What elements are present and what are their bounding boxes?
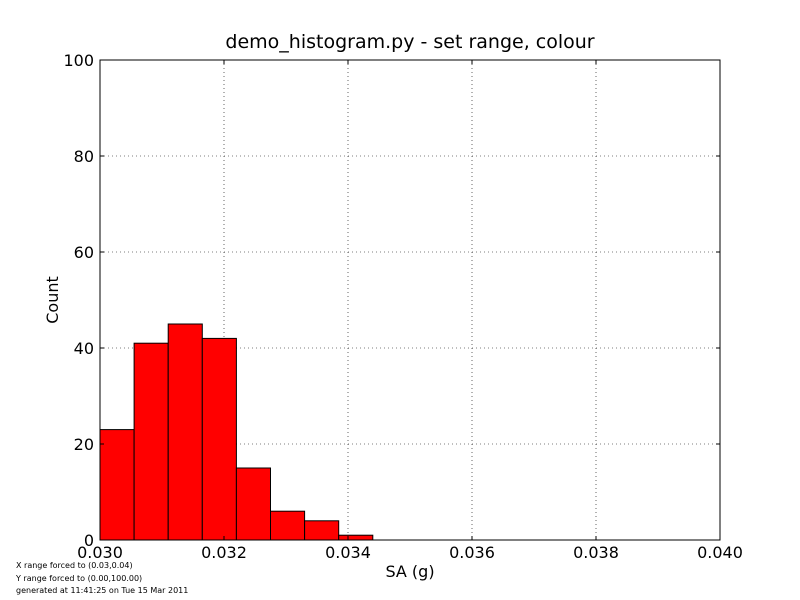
y-tick-label: 80 [74, 147, 94, 166]
histogram-bar [133, 342, 169, 541]
histogram-bar [235, 467, 271, 541]
y-tick-label: 60 [74, 243, 94, 262]
generated-note: generated at 11:41:25 on Tue 15 Mar 2011 [16, 586, 189, 595]
histogram-bar [270, 510, 306, 541]
x-tick-label: 0.030 [77, 543, 123, 562]
x-tick-label: 0.038 [573, 543, 619, 562]
histogram-bar [167, 323, 203, 541]
x-tick-label: 0.036 [449, 543, 495, 562]
axis-ticks: 0.030 0.032 0.034 0.036 0.038 0.040 0 20 40 60 80 1… [63, 51, 742, 562]
histogram-bar [201, 337, 237, 541]
plot-frame [99, 59, 721, 541]
x-axis-label: SA (g) [385, 562, 434, 581]
x-range-note: X range forced to (0.03,0.04) [16, 561, 133, 570]
x-tick-label: 0.032 [201, 543, 247, 562]
chart-title: demo_histogram.py - set range, colour [225, 31, 594, 53]
range-notes: X range forced to (0.03,0.04) Y range fo… [16, 560, 188, 598]
y-range-note: Y range forced to (0.00,100.00) [16, 573, 143, 583]
y-tick-label: 100 [63, 51, 94, 70]
histogram-bar [338, 534, 374, 541]
y-tick-label: 40 [74, 339, 94, 358]
histogram-bars [99, 323, 374, 541]
y-tick-label: 20 [74, 435, 94, 454]
y-tick-label: 0 [84, 531, 94, 550]
x-tick-label: 0.034 [325, 543, 371, 562]
histogram-bar [304, 520, 340, 541]
x-tick-label: 0.040 [697, 543, 743, 562]
histogram-bar [99, 429, 135, 541]
y-axis-label: Count [43, 276, 62, 324]
